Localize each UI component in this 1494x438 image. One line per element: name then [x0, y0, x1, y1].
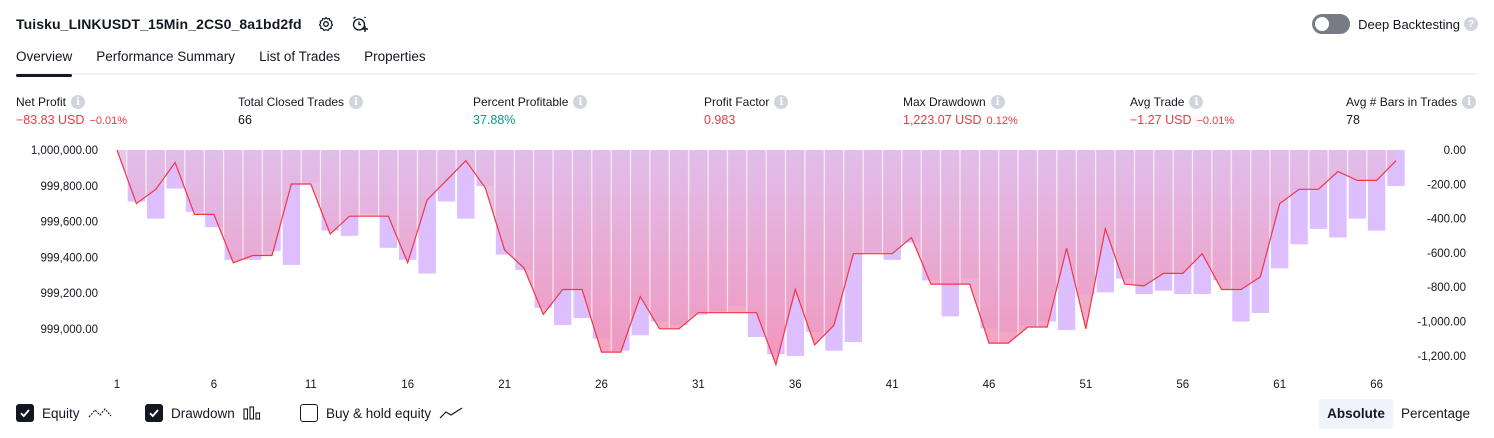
strategy-header: Tuisku_LINKUSDT_15Min_2CS0_8a1bd2fd: [16, 13, 370, 35]
right-axis-tick: 0.00: [1444, 145, 1466, 157]
metric-total-closed-trades: Total Closed Trades i 66: [238, 94, 364, 127]
x-axis-tick: 46: [983, 379, 996, 391]
left-axis-tick: 999,800.00: [40, 181, 98, 193]
legend-drawdown[interactable]: Drawdown: [145, 402, 261, 424]
metric-avg-bars-in-trades: Avg # Bars in Trades i 78: [1346, 94, 1477, 127]
percentage-button[interactable]: Percentage: [1400, 406, 1470, 421]
info-icon[interactable]: i: [774, 95, 789, 109]
metric-label: Percent Profitable: [473, 95, 569, 109]
x-axis-tick: 1: [114, 379, 120, 391]
x-axis-tick: 41: [886, 379, 899, 391]
x-axis-tick: 56: [1176, 379, 1189, 391]
x-axis-tick: 66: [1370, 379, 1383, 391]
metric-profit-factor: Profit Factor i 0.983: [704, 94, 789, 127]
drawdown-bars-icon: [243, 406, 261, 420]
metric-value: 1,223.07 USD: [903, 113, 982, 127]
metric-value: −83.83 USD: [16, 113, 85, 127]
info-icon[interactable]: i: [990, 95, 1005, 109]
right-axis-tick: -400.00: [1427, 214, 1466, 226]
right-axis-tick: -1,000.00: [1417, 317, 1466, 329]
metric-label: Total Closed Trades: [238, 95, 345, 109]
equity-checkbox[interactable]: [16, 404, 34, 422]
left-axis-tick: 999,600.00: [40, 217, 98, 229]
info-icon[interactable]: i: [1189, 95, 1204, 109]
add-alert-icon[interactable]: [350, 14, 370, 34]
strategy-title: Tuisku_LINKUSDT_15Min_2CS0_8a1bd2fd: [16, 16, 302, 32]
metric-percent: 0.12%: [986, 115, 1018, 127]
x-axis-tick: 16: [401, 379, 414, 391]
metric-label: Avg Trade: [1130, 95, 1185, 109]
metric-label: Net Profit: [16, 95, 67, 109]
info-icon[interactable]: i: [1462, 95, 1477, 109]
equity-label: Equity: [42, 405, 80, 421]
buy-hold-line-icon: [439, 406, 463, 420]
buy-hold-checkbox[interactable]: [300, 404, 318, 422]
help-icon[interactable]: ?: [1464, 17, 1478, 31]
x-axis-tick: 11: [305, 379, 317, 391]
metric-percent: −0.01%: [89, 115, 128, 127]
x-axis-tick: 21: [498, 379, 511, 391]
metric-label: Max Drawdown: [903, 95, 986, 109]
tab-performance-summary[interactable]: Performance Summary: [96, 49, 236, 64]
metric-avg-trade: Avg Trade i −1.27 USD −0.01%: [1130, 94, 1234, 127]
info-icon[interactable]: i: [71, 95, 86, 109]
metric-net-profit: Net Profit i −83.83 USD −0.01%: [16, 94, 127, 127]
left-axis-tick: 999,200.00: [40, 288, 98, 300]
x-axis-tick: 26: [595, 379, 608, 391]
tab-bar: Overview Performance Summary List of Tra…: [16, 44, 1478, 77]
metric-value: 78: [1346, 113, 1360, 127]
drawdown-label: Drawdown: [171, 405, 235, 421]
deep-backtesting-label: Deep Backtesting: [1358, 16, 1460, 32]
settings-icon[interactable]: [316, 14, 336, 34]
metric-value: −1.27 USD: [1130, 113, 1192, 127]
left-axis-tick: 1,000,000.00: [31, 145, 98, 157]
metric-label: Profit Factor: [704, 95, 770, 109]
equity-line: [116, 149, 1397, 367]
metric-value: 66: [238, 113, 252, 127]
metric-value: 0.983: [704, 113, 736, 127]
tab-list-of-trades[interactable]: List of Trades: [259, 49, 341, 64]
drawdown-checkbox[interactable]: [145, 404, 163, 422]
buy-hold-label: Buy & hold equity: [326, 405, 432, 421]
tab-overview[interactable]: Overview: [16, 44, 73, 77]
left-axis-tick: 999,400.00: [40, 252, 98, 264]
legend-equity[interactable]: Equity: [16, 402, 112, 424]
left-axis-tick: 999,000.00: [40, 324, 98, 336]
metric-percent: −0.01%: [1196, 115, 1235, 127]
x-axis-tick: 61: [1273, 379, 1286, 391]
metric-value: 37.88%: [473, 113, 516, 127]
view-mode-toggle: Absolute Percentage: [1319, 399, 1478, 429]
x-axis-tick: 6: [211, 379, 217, 391]
tab-properties[interactable]: Properties: [364, 49, 426, 64]
deep-backtesting-toggle[interactable]: [1312, 14, 1351, 34]
metric-percent-profitable: Percent Profitable i 37.88%: [473, 94, 588, 127]
right-axis-tick: -200.00: [1427, 179, 1466, 191]
info-icon[interactable]: i: [349, 95, 364, 109]
metric-max-drawdown: Max Drawdown i 1,223.07 USD 0.12%: [903, 94, 1018, 127]
x-axis-tick: 51: [1080, 379, 1093, 391]
deep-backtesting: Deep Backtesting ?: [1312, 13, 1478, 35]
equity-line-icon: [88, 406, 112, 420]
right-axis-tick: -800.00: [1427, 282, 1466, 294]
right-axis-tick: -600.00: [1427, 248, 1466, 260]
absolute-button[interactable]: Absolute: [1319, 399, 1393, 429]
right-axis-tick: -1,200.00: [1417, 351, 1466, 363]
legend-buy-hold[interactable]: Buy & hold equity: [300, 402, 463, 424]
x-axis-tick: 36: [789, 379, 802, 391]
info-icon[interactable]: i: [573, 95, 588, 109]
x-axis-tick: 31: [692, 379, 705, 391]
equity-drawdown-chart[interactable]: 1,000,000.00 999,800.00 999,600.00 999,400.…: [0, 138, 1494, 398]
metric-label: Avg # Bars in Trades: [1346, 95, 1458, 109]
